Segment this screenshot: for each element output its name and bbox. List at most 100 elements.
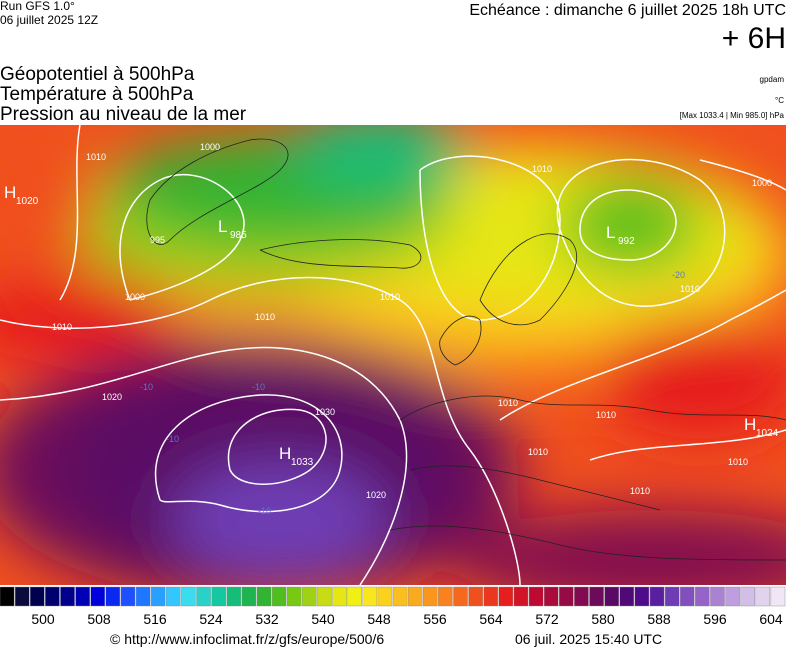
- center-value: 1024: [756, 428, 779, 439]
- colorbar-swatch: [347, 586, 362, 607]
- isobar-label: 1020: [366, 490, 386, 500]
- isobar-label: 1010: [52, 322, 72, 332]
- center-value: 992: [618, 236, 635, 247]
- colorbar-swatch: [317, 586, 332, 607]
- forecast-time: Echéance : dimanche 6 juillet 2025 18h U…: [469, 2, 786, 19]
- colorbar-swatch: [634, 586, 650, 607]
- colorbar-tick-label: 500: [31, 611, 55, 627]
- colorbar-tick-label: 564: [479, 611, 503, 627]
- unit-label: °C: [775, 96, 784, 105]
- colorbar-swatch: [453, 586, 468, 607]
- source-link: © http://www.infoclimat.fr/z/gfs/europe/…: [110, 631, 384, 647]
- colorbar-swatch: [755, 586, 771, 607]
- isobar-label: 1010: [728, 457, 748, 467]
- center-letter: L: [218, 217, 227, 236]
- unit-label: gpdam: [760, 75, 785, 84]
- colorbar-swatch: [589, 586, 604, 607]
- isobar-label: 995: [150, 235, 165, 245]
- colorbar-swatch: [423, 586, 438, 607]
- center-value: 1020: [16, 196, 39, 207]
- colorbar-swatch: [528, 586, 544, 607]
- colorbar-swatch: [407, 586, 423, 607]
- colorbar-swatch: [75, 586, 90, 607]
- isobar-label: 1030: [315, 407, 335, 417]
- colorbar-swatch: [513, 586, 529, 607]
- isobar-label: 1020: [102, 392, 122, 402]
- colorbar-swatch: [150, 586, 166, 607]
- colorbar-tick-label: 604: [759, 611, 783, 627]
- colorbar-swatch: [695, 586, 710, 607]
- colorbar-swatch: [30, 586, 45, 607]
- colorbar-swatch: [0, 586, 15, 607]
- colorbar-tick-label: 572: [535, 611, 559, 627]
- colorbar-swatch: [468, 586, 483, 607]
- temperature-label: -10: [166, 434, 179, 444]
- colorbar-tick-label: 548: [367, 611, 391, 627]
- temperature-label: -10: [140, 382, 153, 392]
- isobar-label: 1000: [200, 142, 220, 152]
- colorbar-swatch: [226, 586, 242, 607]
- coastlines: [146, 138, 786, 561]
- colorbar-swatch: [362, 586, 378, 607]
- isobar-label: 1010: [630, 486, 650, 496]
- colorbar-swatch: [211, 586, 226, 607]
- colorbar-swatch: [392, 586, 408, 607]
- colorbar-tick-label: 588: [647, 611, 671, 627]
- colorbar-swatch: [574, 586, 589, 607]
- field-label: Géopotentiel à 500hPa: [0, 64, 195, 85]
- colorbar-tick-label: 540: [311, 611, 335, 627]
- center-value: 985: [230, 230, 247, 241]
- isobar-label: 1010: [680, 284, 700, 294]
- colorbar-swatch: [619, 586, 635, 607]
- colorbar-swatch: [679, 586, 695, 607]
- colorbar-tick-label: 524: [199, 611, 223, 627]
- colorbar-swatch: [60, 586, 75, 607]
- colorbar-swatch: [543, 586, 559, 607]
- center-letter: H: [279, 444, 291, 463]
- colorbar-swatch: [90, 586, 106, 607]
- isobar-label: 1010: [86, 152, 106, 162]
- colorbar-swatch: [725, 586, 740, 607]
- forecast-offset: + 6H: [722, 22, 786, 55]
- colorbar-swatch: [438, 586, 453, 607]
- center-letter: L: [606, 223, 615, 242]
- colorbar-swatch: [377, 586, 393, 607]
- colorbar-swatch: [14, 586, 30, 607]
- colorbar-swatch: [105, 586, 121, 607]
- isobar-label: 1000: [752, 178, 772, 188]
- colorbar-swatch: [45, 586, 60, 607]
- center-letter: H: [744, 415, 756, 434]
- colorbar-swatch: [498, 586, 514, 607]
- colorbar-swatch: [135, 586, 151, 607]
- colorbar-tick-label: 596: [703, 611, 727, 627]
- isobar-label: 1010: [380, 292, 400, 302]
- isobar-label: 1010: [498, 398, 518, 408]
- run-date: 06 juillet 2025 12Z: [0, 13, 98, 27]
- isobar-label: 1010: [596, 410, 616, 420]
- colorbar-swatch: [664, 586, 680, 607]
- colorbar-swatch: [271, 586, 287, 607]
- temperature-label: -10: [258, 506, 271, 516]
- isobar-label: 1010: [528, 447, 548, 457]
- colorbar-swatch: [166, 586, 181, 607]
- colorbar-swatch: [302, 586, 317, 607]
- isobar-label: 1000: [125, 292, 145, 302]
- temperature-label: -10: [252, 382, 265, 392]
- colorbar-swatch: [649, 586, 665, 607]
- colorbar-swatch: [286, 586, 302, 607]
- colorbar-swatch: [710, 586, 725, 607]
- colorbar-swatch: [604, 586, 619, 607]
- colorbar-tick-label: 580: [591, 611, 615, 627]
- colorbar-swatch: [559, 586, 574, 607]
- generated-time: 06 juil. 2025 15:40 UTC: [515, 631, 662, 647]
- colorbar-swatch: [740, 586, 755, 607]
- pressure-range: [Max 1033.4 | Min 985.0] hPa: [680, 111, 785, 120]
- colorbar-swatch: [483, 586, 499, 607]
- colorbar-swatch: [256, 586, 272, 607]
- center-value: 1033: [291, 457, 314, 468]
- colorbar-swatch: [196, 586, 211, 607]
- colorbar-tick-label: 508: [87, 611, 111, 627]
